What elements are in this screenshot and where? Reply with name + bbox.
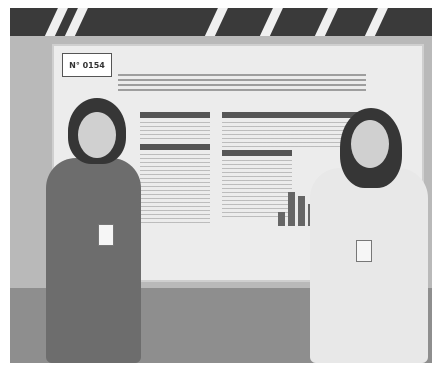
poster-section-header <box>140 144 210 150</box>
poster-chart-bar <box>288 192 295 226</box>
name-badge <box>356 240 372 262</box>
poster-section-header <box>222 150 292 156</box>
person-right-face <box>351 120 389 168</box>
poster-text-block <box>222 160 292 220</box>
poster-text-block <box>222 122 362 148</box>
poster-chart-bar <box>298 196 305 226</box>
poster-text-block <box>140 154 210 224</box>
poster-text-block <box>140 122 210 142</box>
poster-title-text <box>118 74 366 94</box>
poster-section-header <box>222 112 362 118</box>
person-left-body <box>46 158 141 363</box>
poster-number-label: N° 0154 <box>62 53 112 77</box>
name-badge <box>98 224 114 246</box>
poster-section-header <box>140 112 210 118</box>
poster-chart-bar <box>278 212 285 226</box>
photo: N° 0154 <box>10 8 432 363</box>
person-right-body <box>310 168 428 363</box>
person-left-face <box>78 112 116 158</box>
